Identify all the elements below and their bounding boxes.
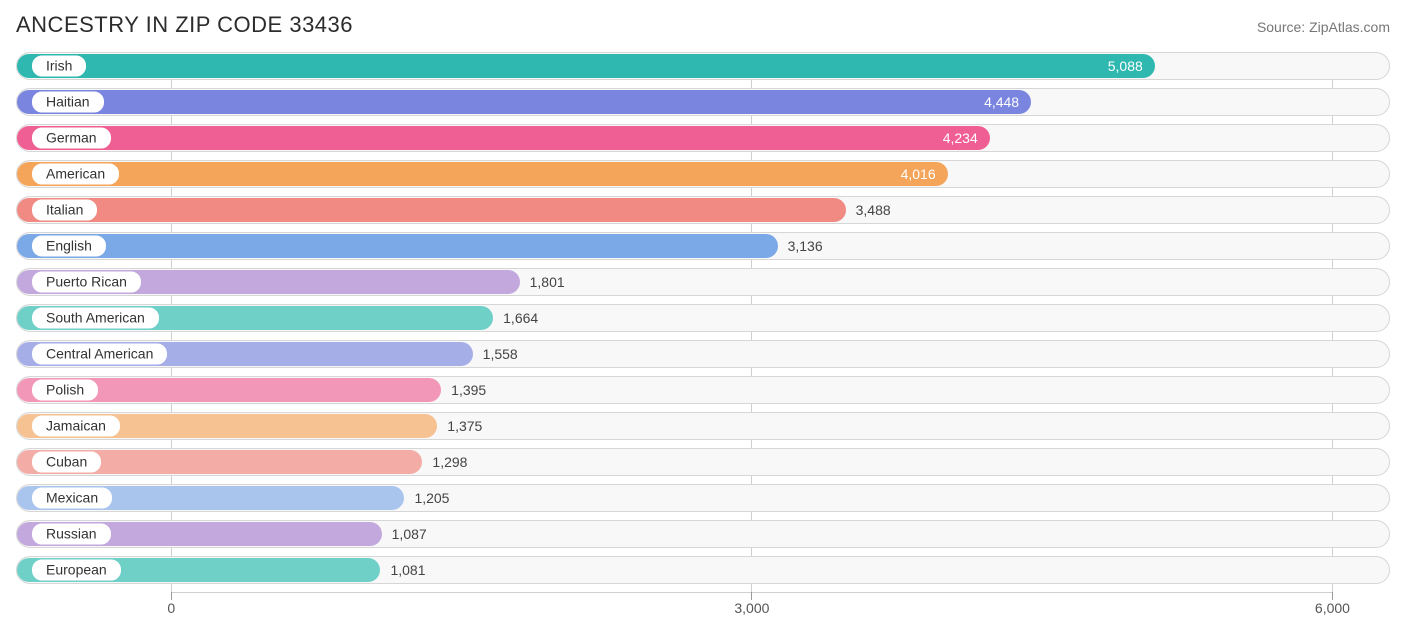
bar-category-label: American — [31, 163, 120, 186]
x-axis-tick: 6,000 — [1332, 592, 1333, 600]
tick-mark — [751, 592, 752, 600]
x-axis-tick: 3,000 — [751, 592, 752, 600]
bar-row: European 1,081 — [16, 556, 1390, 584]
bar-value-label: 1,205 — [414, 490, 449, 506]
bar-value-label: 1,558 — [483, 346, 518, 362]
bar-row: Central American 1,558 — [16, 340, 1390, 368]
bar-value-label: 1,801 — [530, 274, 565, 290]
bar-value-label: 1,087 — [392, 526, 427, 542]
bar-fill: 4,016 — [17, 162, 948, 186]
tick-mark — [171, 592, 172, 600]
bar-value-label: 1,395 — [451, 382, 486, 398]
bar-fill: 4,234 — [17, 126, 990, 150]
tick-label: 0 — [167, 600, 175, 616]
bar-row: Italian 3,488 — [16, 196, 1390, 224]
bar-category-label: Haitian — [31, 91, 105, 114]
bar-row: Mexican 1,205 — [16, 484, 1390, 512]
bar-row: 5,088 Irish — [16, 52, 1390, 80]
bar-fill: 5,088 — [17, 54, 1155, 78]
chart-area: 5,088 Irish 4,448 Haitian 4,234 German 4,016 Am… — [16, 52, 1390, 620]
bar-row: Polish 1,395 — [16, 376, 1390, 404]
chart-title: ANCESTRY IN ZIP CODE 33436 — [16, 12, 353, 38]
bar-row: Jamaican 1,375 — [16, 412, 1390, 440]
bar-category-label: Central American — [31, 343, 168, 366]
bar-row: 4,448 Haitian — [16, 88, 1390, 116]
bar-category-label: Irish — [31, 55, 87, 78]
bar-value-label: 1,081 — [390, 562, 425, 578]
bar-category-label: Puerto Rican — [31, 271, 142, 294]
bar-category-label: English — [31, 235, 107, 258]
bar-value-label: 1,375 — [447, 418, 482, 434]
bar-category-label: South American — [31, 307, 160, 330]
bar-value-label: 4,016 — [901, 166, 936, 182]
bar-row: Russian 1,087 — [16, 520, 1390, 548]
bar-value-label: 5,088 — [1108, 58, 1143, 74]
bar-row: 4,234 German — [16, 124, 1390, 152]
bar-category-label: German — [31, 127, 112, 150]
bar-value-label: 1,664 — [503, 310, 538, 326]
tick-mark — [1332, 592, 1333, 600]
bar-row: South American 1,664 — [16, 304, 1390, 332]
bar-row: Cuban 1,298 — [16, 448, 1390, 476]
bar-category-label: Italian — [31, 199, 98, 222]
tick-label: 3,000 — [734, 600, 769, 616]
bar-value-label: 4,448 — [984, 94, 1019, 110]
bar-fill: 4,448 — [17, 90, 1031, 114]
tick-label: 6,000 — [1315, 600, 1350, 616]
bar-row: 4,016 American — [16, 160, 1390, 188]
bar-value-label: 3,488 — [856, 202, 891, 218]
x-axis: 0 3,000 6,000 — [16, 592, 1390, 620]
chart-header: ANCESTRY IN ZIP CODE 33436 Source: ZipAt… — [16, 12, 1390, 38]
bar-category-label: Mexican — [31, 487, 113, 510]
x-axis-tick: 0 — [171, 592, 172, 600]
bar-value-label: 3,136 — [788, 238, 823, 254]
bar-category-label: Cuban — [31, 451, 102, 474]
bar-fill — [17, 198, 846, 222]
chart-source: Source: ZipAtlas.com — [1257, 19, 1390, 35]
bar-category-label: Jamaican — [31, 415, 121, 438]
bar-category-label: Russian — [31, 523, 112, 546]
bar-value-label: 1,298 — [432, 454, 467, 470]
bar-category-label: European — [31, 559, 122, 582]
bar-row: English 3,136 — [16, 232, 1390, 260]
bar-category-label: Polish — [31, 379, 99, 402]
bar-row: Puerto Rican 1,801 — [16, 268, 1390, 296]
bar-value-label: 4,234 — [943, 130, 978, 146]
bar-fill — [17, 234, 778, 258]
